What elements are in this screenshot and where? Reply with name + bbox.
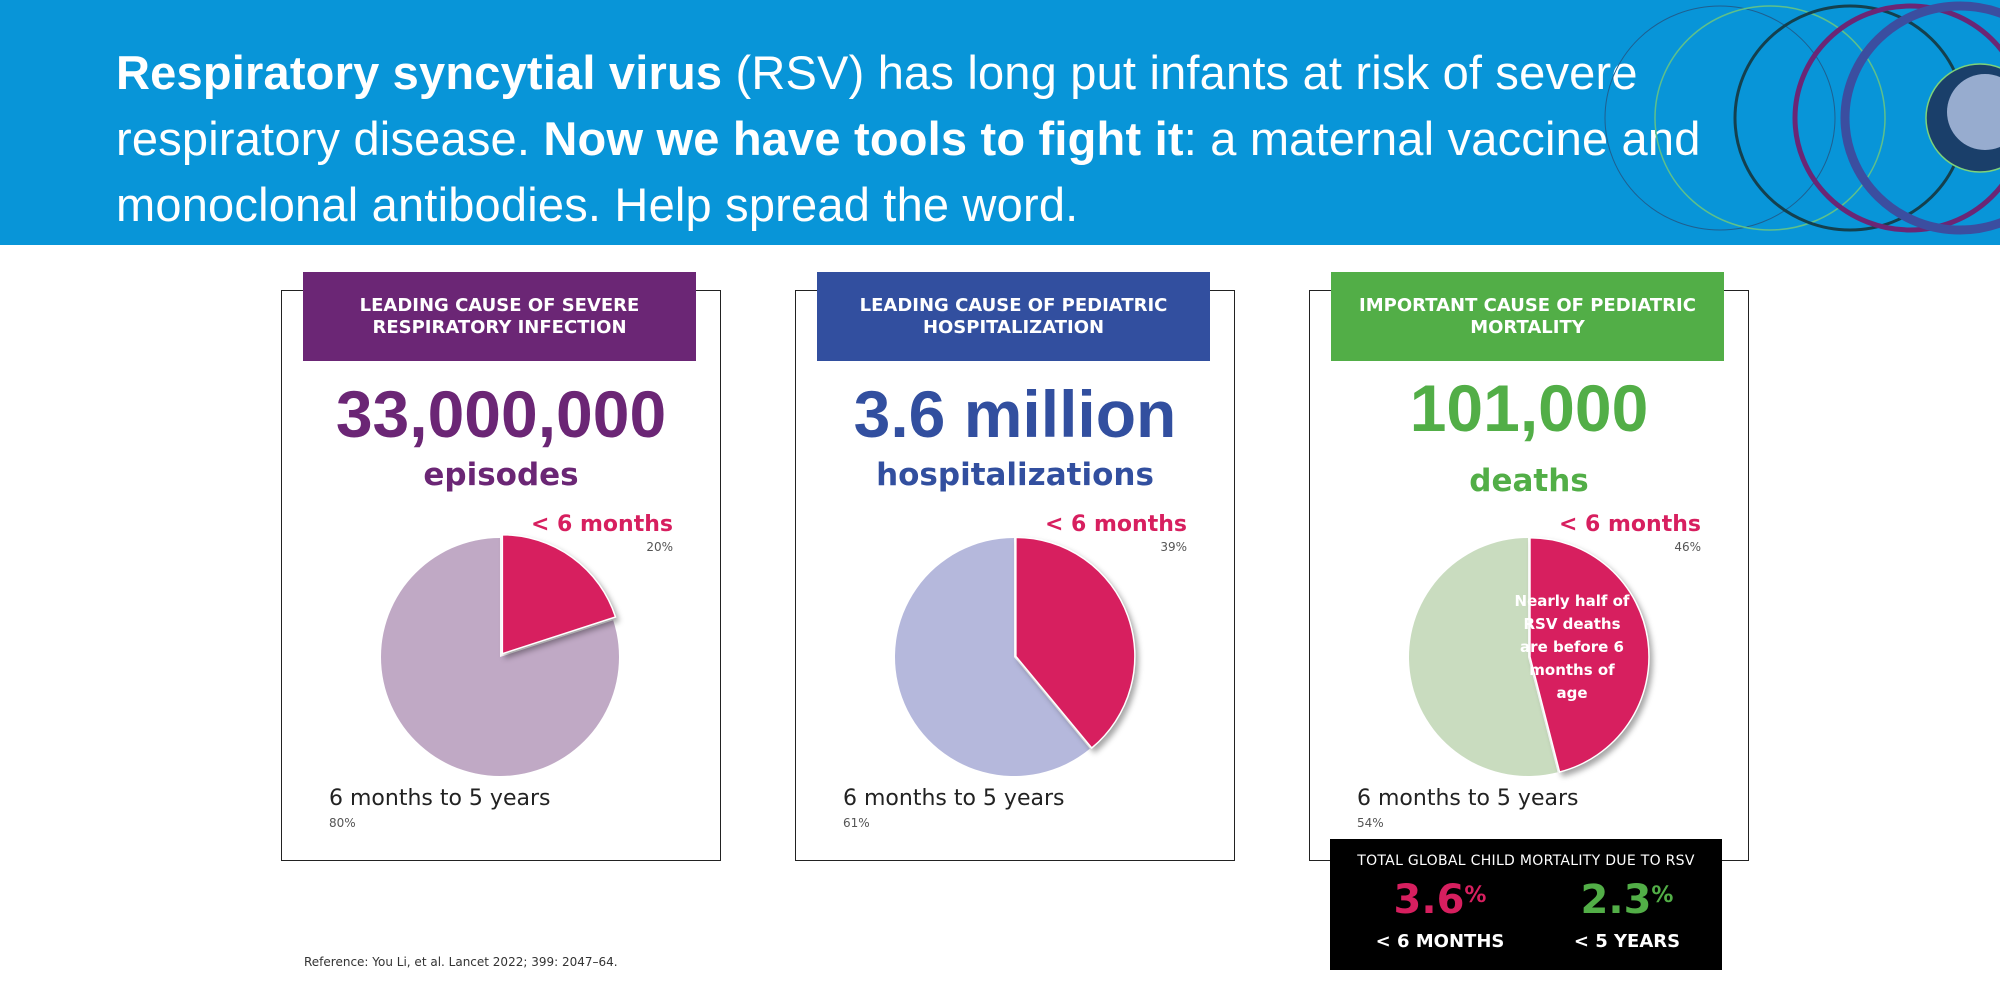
headline-text-2: : a maternal vaccine and monoclonal anti… bbox=[116, 112, 1701, 231]
stat-number: 33,000,000 bbox=[335, 377, 667, 451]
mortality-box: TOTAL GLOBAL CHILD MORTALITY DUE TO RSV … bbox=[1330, 839, 1722, 970]
pie-slice-under-6-months bbox=[1529, 536, 1650, 773]
reference: Reference: You Li, et al. Lancet 2022; 3… bbox=[304, 955, 618, 969]
older-label: 6 months to 5 years bbox=[329, 786, 551, 811]
stat-unit: deaths bbox=[1469, 463, 1589, 499]
unit: % bbox=[1464, 883, 1487, 908]
mortality-title: TOTAL GLOBAL CHILD MORTALITY DUE TO RSV bbox=[1357, 853, 1695, 869]
older-label: 6 months to 5 years bbox=[1357, 786, 1579, 811]
virus-rings-illustration bbox=[1604, 1, 2000, 235]
young-label: < 6 months bbox=[1558, 512, 1701, 537]
pie-slice-under-6-months bbox=[501, 534, 617, 655]
pie-chart bbox=[381, 534, 619, 776]
young-pct: 20% bbox=[646, 540, 673, 554]
pie-chart bbox=[1409, 536, 1650, 776]
headline: Respiratory syncytial virus (RSV) has lo… bbox=[116, 40, 1736, 238]
mortality-label-5-years: < 5 YEARS bbox=[1573, 931, 1681, 952]
headline-bold-1: Respiratory syncytial virus bbox=[116, 46, 723, 99]
card-header: LEADING CAUSE OF SEVERE RESPIRATORY INFE… bbox=[303, 272, 696, 361]
older-label: 6 months to 5 years bbox=[843, 786, 1065, 811]
stat-number: 3.6 million bbox=[853, 377, 1177, 451]
value: 2.3 bbox=[1580, 877, 1652, 923]
older-pct: 80% bbox=[329, 816, 356, 830]
young-label: < 6 months bbox=[1044, 512, 1187, 537]
young-pct: 46% bbox=[1674, 540, 1701, 554]
mortality-value-5-years: 2.3% bbox=[1552, 877, 1702, 923]
older-pct: 54% bbox=[1357, 816, 1384, 830]
pie-slice-6-months-to-5-years bbox=[895, 538, 1090, 776]
card-header: IMPORTANT CAUSE OF PEDIATRIC MORTALITY bbox=[1331, 272, 1724, 361]
pie-slice-6-months-to-5-years bbox=[381, 538, 619, 776]
stat-unit: hospitalizations bbox=[876, 457, 1154, 493]
pie-annotation: Nearly half of RSV deaths are before 6 m… bbox=[1514, 592, 1630, 702]
headline-text-1: (RSV) has long put infants at risk of se… bbox=[116, 46, 1638, 165]
unit: % bbox=[1651, 883, 1674, 908]
older-pct: 61% bbox=[843, 816, 870, 830]
header-banner: Respiratory syncytial virus (RSV) has lo… bbox=[0, 0, 2000, 245]
mortality-label-6-months: < 6 MONTHS bbox=[1375, 931, 1505, 952]
card-header: LEADING CAUSE OF PEDIATRIC HOSPITALIZATI… bbox=[817, 272, 1210, 361]
value: 3.6 bbox=[1393, 877, 1465, 923]
young-label: < 6 months bbox=[530, 512, 673, 537]
mortality-value-6-months: 3.6% bbox=[1365, 877, 1515, 923]
pie-chart bbox=[895, 536, 1136, 776]
stat-unit: episodes bbox=[423, 457, 579, 493]
pie-slice-under-6-months bbox=[1015, 536, 1136, 750]
headline-bold-2: Now we have tools to fight it bbox=[543, 112, 1184, 165]
pie-slice-6-months-to-5-years bbox=[1409, 538, 1558, 776]
stat-number: 101,000 bbox=[1409, 371, 1649, 445]
young-pct: 39% bbox=[1160, 540, 1187, 554]
